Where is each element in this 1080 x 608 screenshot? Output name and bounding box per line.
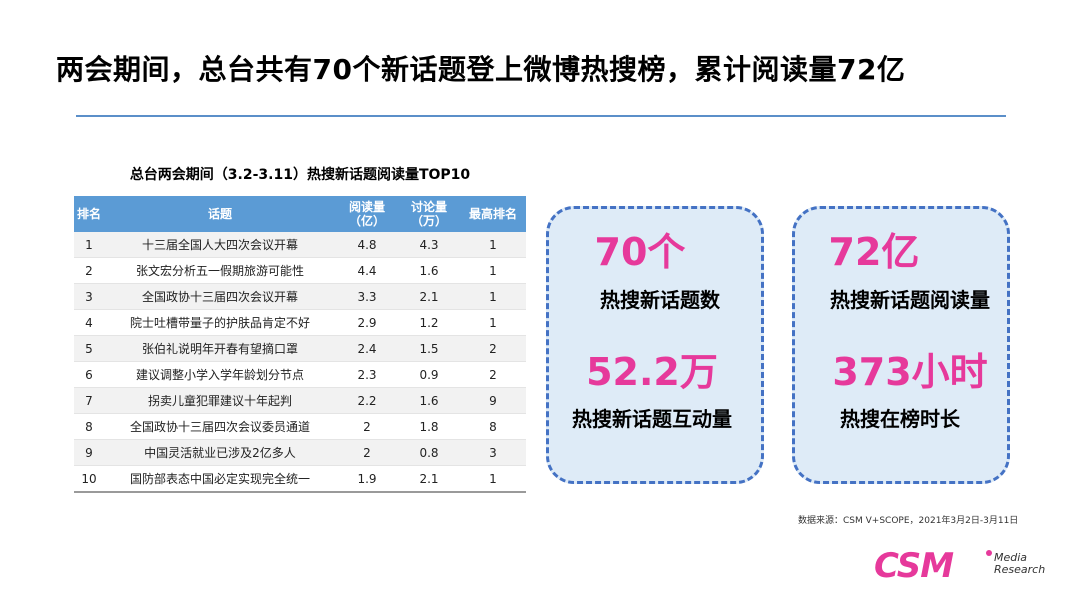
header-topic: 话题: [104, 196, 336, 232]
table-row: 10 国防部表态中国必定实现完全统一 1.9 2.1 1: [74, 465, 526, 493]
cell-topic: 张伯礼说明年开春有望摘口罩: [104, 335, 336, 362]
data-source-note: 数据来源：CSM V+SCOPE，2021年3月2日-3月11日: [798, 516, 1019, 526]
cell-discussions: 1.6: [398, 387, 460, 414]
cell-topic: 张文宏分析五一假期旅游可能性: [104, 257, 336, 284]
cell-discussions: 2.1: [398, 283, 460, 310]
logo-text: Media Research: [994, 552, 1045, 576]
cell-reads: 3.3: [336, 283, 398, 310]
header-top-rank: 最高排名: [460, 196, 526, 232]
cell-reads: 4.4: [336, 257, 398, 284]
cell-discussions: 1.5: [398, 335, 460, 362]
logo-line-media: Media: [994, 551, 1028, 564]
cell-rank: 2: [74, 257, 104, 284]
stat-topic-count-value: 70个: [594, 230, 686, 274]
cell-topic: 中国灵活就业已涉及2亿多人: [104, 439, 336, 466]
cell-reads: 1.9: [336, 465, 398, 493]
cell-rank: 10: [74, 465, 104, 493]
stat-interactions-value: 52.2万: [586, 350, 718, 394]
cell-rank: 4: [74, 309, 104, 336]
stat-reads-label: 热搜新话题阅读量: [830, 288, 990, 312]
cell-discussions: 0.8: [398, 439, 460, 466]
stat-reads-value: 72亿: [828, 230, 920, 274]
cell-rank: 9: [74, 439, 104, 466]
cell-top-rank: 2: [460, 361, 526, 388]
table-row: 8 全国政协十三届四次会议委员通道 2 1.8 8: [74, 413, 526, 440]
cell-top-rank: 1: [460, 232, 526, 258]
cell-top-rank: 8: [460, 413, 526, 440]
table-row: 7 拐卖儿童犯罪建议十年起判 2.2 1.6 9: [74, 387, 526, 414]
cell-rank: 7: [74, 387, 104, 414]
cell-reads: 2.2: [336, 387, 398, 414]
cell-topic: 十三届全国人大四次会议开幕: [104, 232, 336, 258]
logo-line-research: Research: [994, 563, 1046, 576]
table-row: 1 十三届全国人大四次会议开幕 4.8 4.3 1: [74, 232, 526, 258]
header-reads: 阅读量 （亿）: [336, 196, 398, 232]
cell-top-rank: 2: [460, 335, 526, 362]
title-divider: [76, 115, 1006, 117]
cell-discussions: 4.3: [398, 232, 460, 258]
cell-topic: 院士吐槽带量子的护肤品肯定不好: [104, 309, 336, 336]
cell-top-rank: 9: [460, 387, 526, 414]
hot-topics-table: 排名 话题 阅读量 （亿） 讨论量 （万） 最高排名 1 十三届全国人大四次会议…: [74, 196, 526, 493]
table-row: 9 中国灵活就业已涉及2亿多人 2 0.8 3: [74, 439, 526, 466]
stat-topic-count-label: 热搜新话题数: [600, 288, 720, 312]
header-rank: 排名: [74, 196, 104, 232]
cell-top-rank: 1: [460, 465, 526, 493]
cell-rank: 6: [74, 361, 104, 388]
cell-top-rank: 1: [460, 257, 526, 284]
cell-topic: 建议调整小学入学年龄划分节点: [104, 361, 336, 388]
stat-interactions-label: 热搜新话题互动量: [572, 407, 732, 431]
table-row: 6 建议调整小学入学年龄划分节点 2.3 0.9 2: [74, 361, 526, 388]
stats-box-right: [792, 206, 1010, 484]
stat-duration-label: 热搜在榜时长: [840, 407, 960, 431]
cell-rank: 5: [74, 335, 104, 362]
table-row: 3 全国政协十三届四次会议开幕 3.3 2.1 1: [74, 283, 526, 310]
cell-rank: 8: [74, 413, 104, 440]
cell-topic: 全国政协十三届四次会议开幕: [104, 283, 336, 310]
cell-reads: 2: [336, 413, 398, 440]
cell-discussions: 0.9: [398, 361, 460, 388]
cell-discussions: 2.1: [398, 465, 460, 493]
table-title: 总台两会期间（3.2-3.11）热搜新话题阅读量TOP10: [129, 167, 471, 183]
table-row: 5 张伯礼说明年开春有望摘口罩 2.4 1.5 2: [74, 335, 526, 362]
stats-box-left: [546, 206, 764, 484]
cell-discussions: 1.8: [398, 413, 460, 440]
cell-reads: 2.4: [336, 335, 398, 362]
csm-logo: CSM Media Research: [874, 546, 1050, 586]
cell-top-rank: 1: [460, 309, 526, 336]
table-row: 2 张文宏分析五一假期旅游可能性 4.4 1.6 1: [74, 257, 526, 284]
cell-reads: 4.8: [336, 232, 398, 258]
table-row: 4 院士吐槽带量子的护肤品肯定不好 2.9 1.2 1: [74, 309, 526, 336]
cell-topic: 拐卖儿童犯罪建议十年起判: [104, 387, 336, 414]
logo-dot-icon: [986, 550, 992, 556]
cell-discussions: 1.6: [398, 257, 460, 284]
cell-reads: 2.9: [336, 309, 398, 336]
cell-top-rank: 1: [460, 283, 526, 310]
cell-reads: 2: [336, 439, 398, 466]
cell-discussions: 1.2: [398, 309, 460, 336]
cell-rank: 1: [74, 232, 104, 258]
table-header-row: 排名 话题 阅读量 （亿） 讨论量 （万） 最高排名: [74, 196, 526, 232]
cell-top-rank: 3: [460, 439, 526, 466]
header-discussions: 讨论量 （万）: [398, 196, 460, 232]
stat-duration-value: 373小时: [832, 350, 988, 394]
cell-rank: 3: [74, 283, 104, 310]
cell-reads: 2.3: [336, 361, 398, 388]
page-headline: 两会期间，总台共有70个新话题登上微博热搜榜，累计阅读量72亿: [56, 53, 906, 86]
cell-topic: 国防部表态中国必定实现完全统一: [104, 465, 336, 493]
logo-mark: CSM: [874, 546, 954, 586]
cell-topic: 全国政协十三届四次会议委员通道: [104, 413, 336, 440]
